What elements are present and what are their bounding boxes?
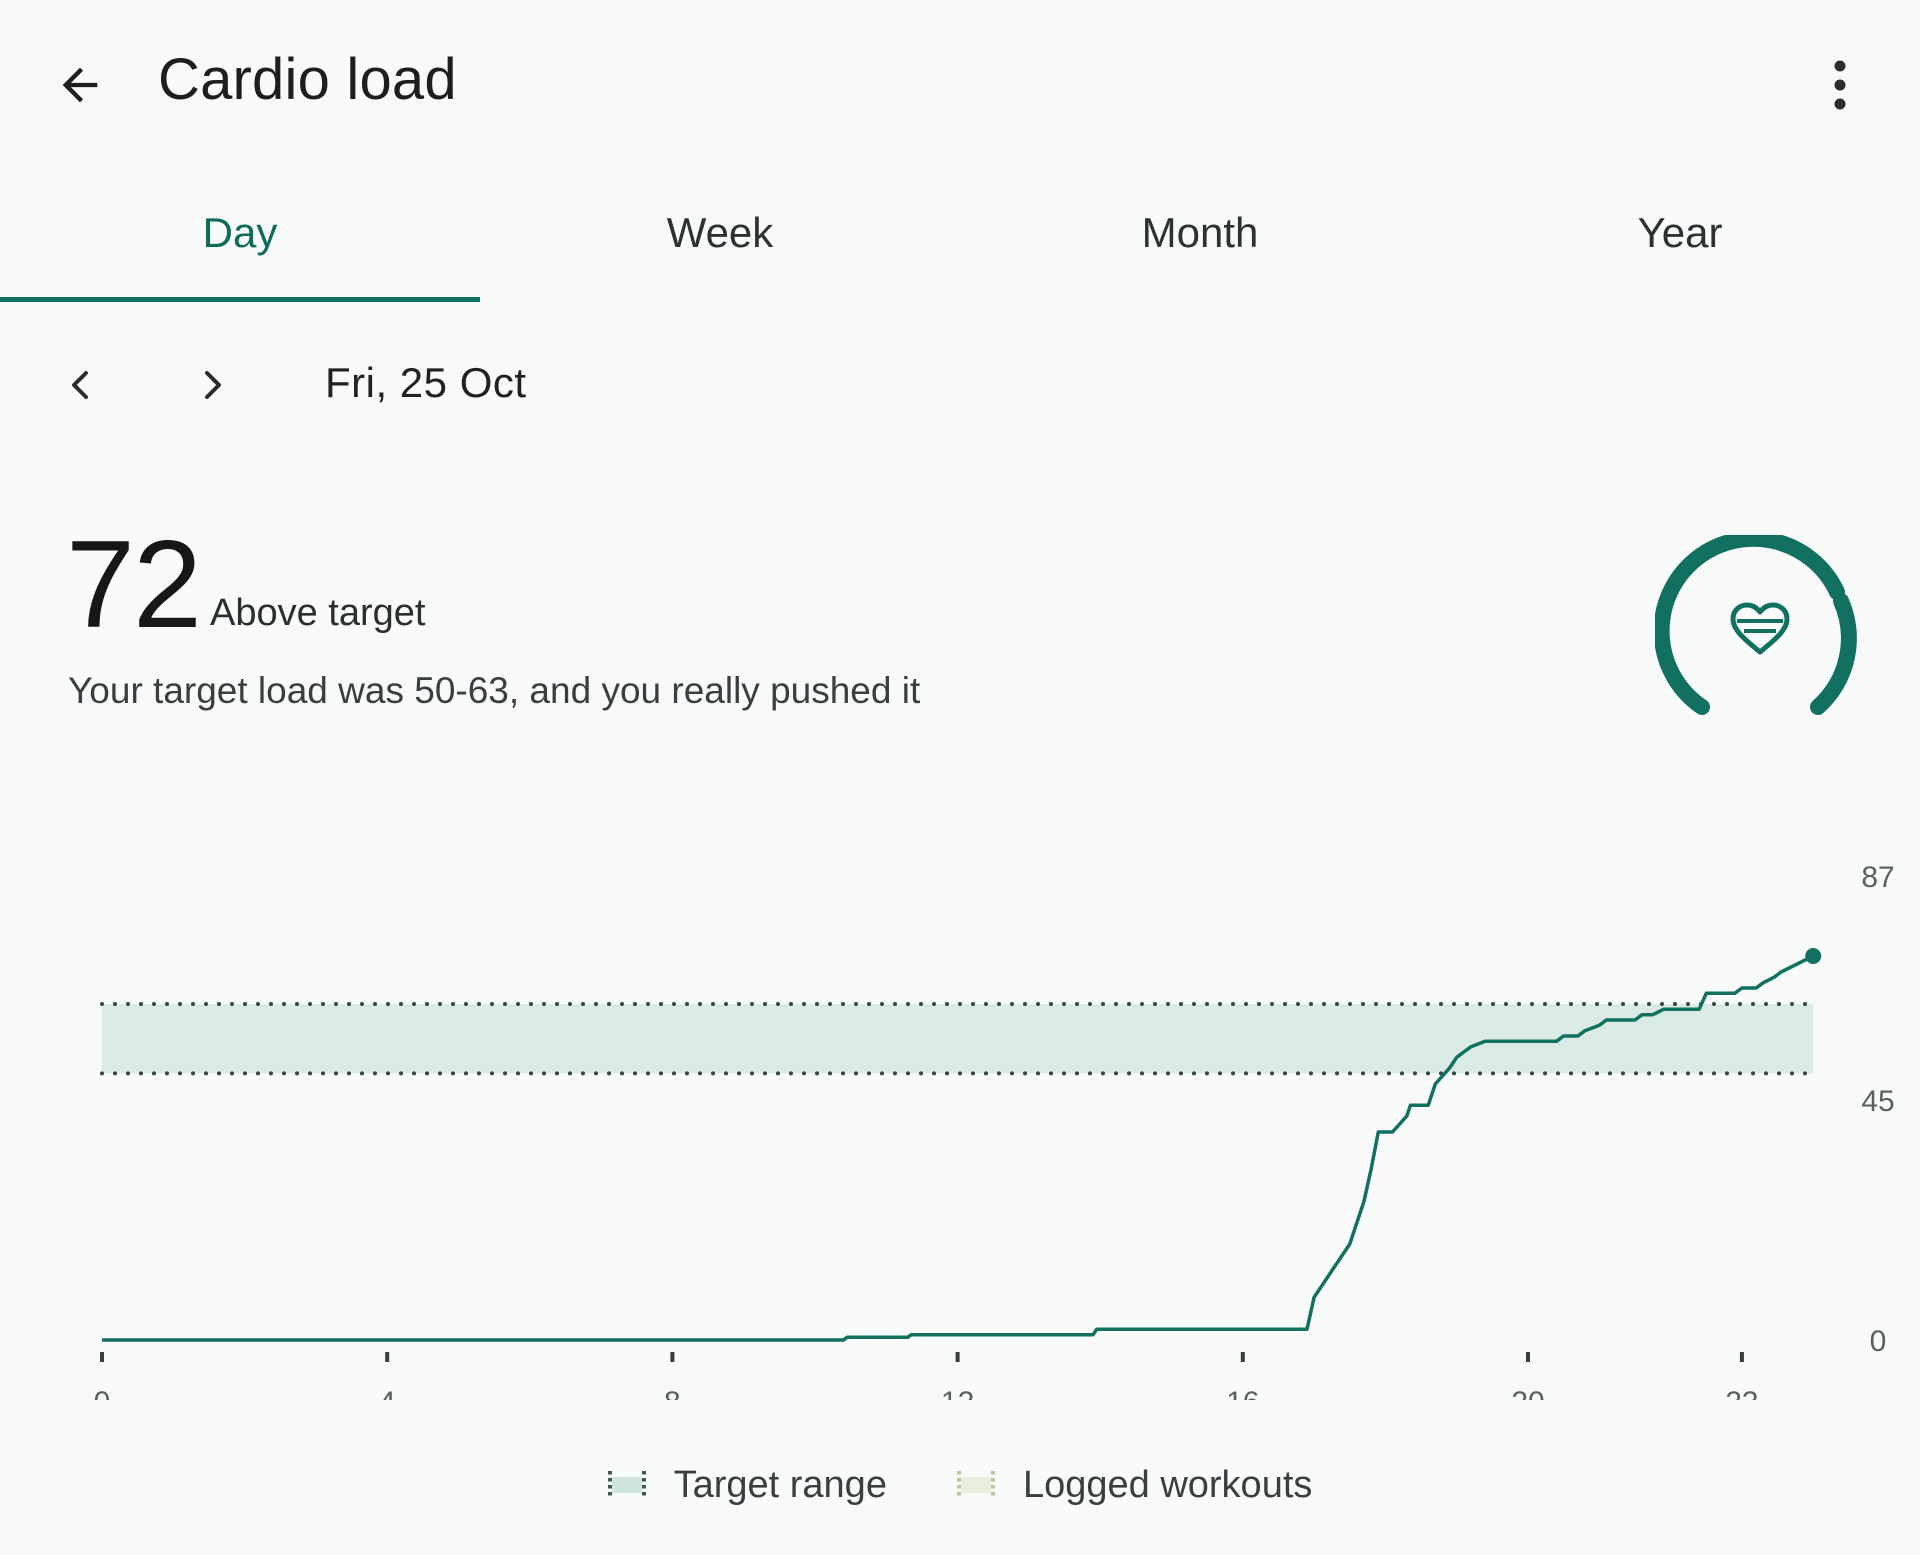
y-tick-label: 0 <box>1870 1325 1887 1358</box>
target-summary: Your target load was 50-63, and you real… <box>68 670 921 711</box>
x-tick-label: 23 <box>1725 1386 1758 1400</box>
page-title: Cardio load <box>158 47 457 112</box>
gauge-arc <box>1655 535 1845 715</box>
tab-year[interactable]: Year <box>1637 209 1723 256</box>
cardio-load-gauge <box>1655 535 1857 715</box>
status-label: Above target <box>210 592 426 634</box>
cardio-load-chart: 0 4 8 12 16 20 23 0 45 87 <box>94 861 1895 1400</box>
chevron-right-icon <box>205 371 221 399</box>
cardio-load-line <box>102 954 1814 1342</box>
target-range-band <box>102 1004 1814 1074</box>
active-tab-indicator <box>0 297 480 302</box>
x-tick-label: 8 <box>664 1386 681 1400</box>
legend-logged-workouts-label: Logged workouts <box>1022 1463 1313 1506</box>
period-tabs: Day Week Month Year <box>0 190 1920 305</box>
y-tick-label: 45 <box>1861 1085 1894 1118</box>
tab-week[interactable]: Week <box>666 209 774 256</box>
x-tick-label: 0 <box>94 1386 111 1400</box>
tab-month[interactable]: Month <box>1141 209 1259 256</box>
previous-day-button[interactable] <box>50 355 110 415</box>
tab-day[interactable]: Day <box>202 209 278 256</box>
current-value-point <box>1805 948 1822 964</box>
more-options-button[interactable] <box>1800 45 1880 125</box>
legend-target-range: Target range <box>607 1463 887 1507</box>
cardio-load-value: 72 <box>66 516 202 654</box>
x-tick-label: 16 <box>1226 1386 1259 1400</box>
logged-workouts-swatch <box>956 1471 995 1499</box>
x-tick-label: 20 <box>1511 1386 1544 1400</box>
y-tick-label: 87 <box>1861 861 1894 894</box>
chevron-left-icon <box>72 371 88 399</box>
next-day-button[interactable] <box>183 355 243 415</box>
more-vert-icon <box>1834 60 1846 110</box>
target-range-swatch <box>607 1471 646 1499</box>
chart-legend: Target range Logged workouts <box>0 1455 1920 1515</box>
legend-logged-workouts: Logged workouts <box>956 1463 1313 1507</box>
legend-target-range-label: Target range <box>673 1463 887 1506</box>
selected-date[interactable]: Fri, 25 Oct <box>325 359 527 406</box>
gauge-arc-extra <box>1810 593 1857 715</box>
x-tick-label: 4 <box>379 1386 396 1400</box>
heart-icon <box>1730 602 1790 655</box>
arrow-back-icon <box>62 67 98 103</box>
x-tick-label: 12 <box>941 1386 974 1400</box>
back-button[interactable] <box>40 45 120 125</box>
